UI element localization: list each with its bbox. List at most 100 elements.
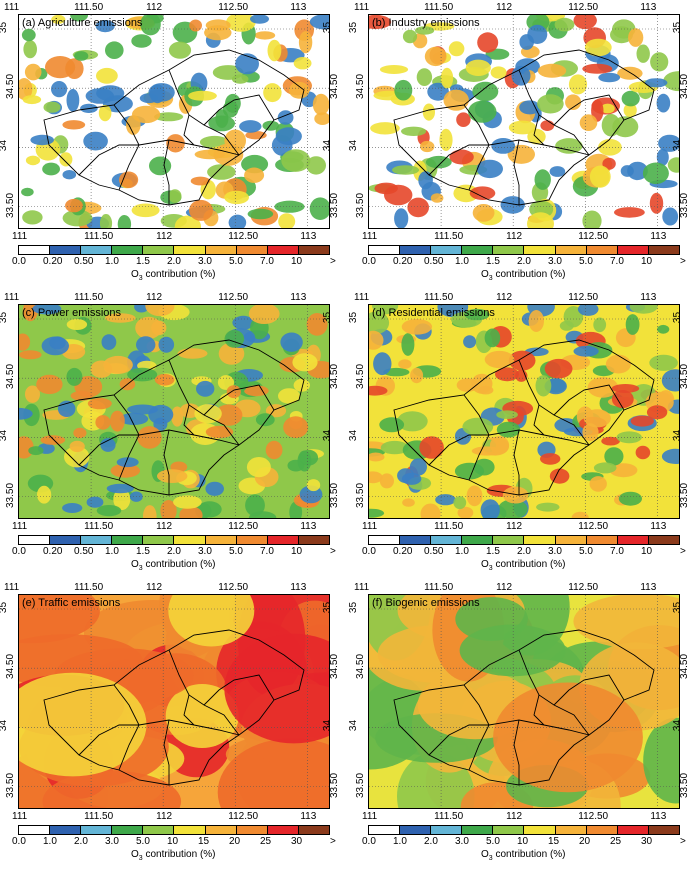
- contour-blob: [410, 367, 424, 384]
- contour-blob: [45, 56, 76, 79]
- contour-blob: [293, 57, 312, 70]
- contour-blob: [74, 51, 89, 61]
- county-boundaries: [43, 629, 305, 786]
- panel-title: (b) Industry emissions: [372, 17, 480, 29]
- x-tick-top: 113: [640, 582, 657, 593]
- colorbar-segment: [267, 536, 299, 544]
- colorbar-segment: [81, 536, 113, 544]
- contour-blob: [544, 358, 573, 379]
- contour-blob: [627, 161, 648, 181]
- contour-blob: [435, 494, 456, 506]
- contour-blob: [51, 15, 66, 24]
- contour-blob: [663, 71, 679, 92]
- contour-blob: [457, 506, 474, 518]
- colorbar-label: 7.0: [260, 256, 274, 267]
- contour-blob: [23, 40, 37, 59]
- contour-blob: [527, 128, 546, 145]
- contour-blob: [149, 156, 172, 176]
- contour-blob: [28, 446, 44, 456]
- x-tick-top: 112.50: [218, 292, 249, 303]
- contour-blob: [98, 104, 112, 122]
- contour-blob: [248, 511, 277, 518]
- x-tick-bottom: 111: [362, 811, 378, 822]
- colorbar-label: 3.0: [455, 836, 469, 847]
- contour-blob: [19, 595, 100, 644]
- contour-blob: [466, 485, 483, 507]
- colorbar-segment: [493, 246, 525, 254]
- x-tick-top: 111.50: [424, 582, 454, 593]
- contour-blob: [32, 305, 62, 315]
- contour-map: [19, 15, 329, 228]
- colorbar-segment: [205, 246, 237, 254]
- contour-blob: [374, 182, 398, 195]
- x-tick-top: 112: [146, 292, 163, 303]
- y-tick-right: 34.50: [329, 364, 341, 390]
- colorbar-title: O3 contribution (%): [481, 849, 566, 862]
- colorbar-segment: [112, 826, 144, 834]
- colorbar-label: 1.5: [486, 256, 500, 267]
- contour-blob: [646, 405, 668, 420]
- contour-blob: [402, 29, 418, 44]
- map-area: (a) Agriculture emissions: [18, 14, 330, 229]
- colorbar-segment: [400, 536, 432, 544]
- contour-blob: [601, 436, 620, 446]
- contour-blob: [263, 83, 282, 103]
- colorbar-label: >: [330, 546, 336, 557]
- contour-blob: [298, 31, 313, 54]
- colorbar-label: 10: [291, 256, 303, 267]
- colorbar-label: 7.0: [610, 546, 624, 557]
- contour-blob: [536, 502, 560, 512]
- contour-blob: [25, 155, 41, 166]
- map-panel: 111 111.50 112 112.50 113 (b) Industry emissi…: [348, 2, 689, 292]
- colorbar-title-sub: 3: [488, 275, 493, 282]
- map-panel: 111 111.50 112 112.50 113 (a) Agriculture emi…: [0, 2, 340, 292]
- contour-blob: [173, 495, 202, 509]
- colorbar-label: 15: [198, 836, 210, 847]
- contour-blob: [189, 199, 213, 221]
- x-tick-top: 112.50: [218, 582, 249, 593]
- contour-blob: [559, 320, 574, 331]
- contour-blob: [131, 34, 152, 48]
- contour-blob: [66, 88, 80, 112]
- contour-blob: [19, 672, 147, 777]
- contour-blob: [59, 152, 73, 167]
- x-tick-bottom: 111: [12, 521, 28, 532]
- contour-blob: [392, 165, 420, 175]
- contour-blob: [484, 328, 501, 348]
- contour-blob: [490, 66, 507, 79]
- contour-blob: [231, 74, 249, 84]
- colorbar-label: 25: [610, 836, 622, 847]
- contour-blob: [465, 59, 491, 76]
- contour-blob: [416, 68, 433, 86]
- colorbar-segment: [431, 246, 463, 254]
- contour-blob: [571, 511, 589, 518]
- colorbar-label: 20: [229, 836, 241, 847]
- contour-blob: [496, 410, 518, 419]
- colorbar-segment: [586, 536, 618, 544]
- contour-blob: [145, 305, 175, 317]
- contour-blob: [137, 426, 162, 449]
- x-tick-bottom: 112.50: [578, 811, 609, 822]
- colorbar-label: 0.0: [362, 256, 376, 267]
- map-panel: 111 111.50 112 112.50 113 (f) Biogenic emissi…: [348, 582, 689, 872]
- contour-blob: [96, 67, 118, 84]
- contour-blob: [73, 427, 87, 439]
- contour-blob: [241, 154, 269, 174]
- colorbar-segment: [298, 246, 329, 254]
- contour-blob: [101, 334, 117, 350]
- contour-blob: [502, 486, 529, 504]
- y-tick-left: 35: [348, 601, 360, 614]
- contour-blob: [205, 481, 224, 496]
- colorbar-label: 3.0: [548, 546, 562, 557]
- contour-blob: [418, 171, 433, 190]
- x-tick-bottom: 113: [300, 521, 317, 532]
- contour-blob: [589, 476, 607, 492]
- contour-blob: [394, 79, 413, 101]
- colorbar-label: 0.50: [74, 256, 94, 267]
- contour-blob: [113, 488, 131, 511]
- x-tick-bottom: 111: [12, 231, 28, 242]
- x-tick-top: 111: [4, 292, 20, 303]
- contour-blob: [217, 375, 235, 390]
- y-tick-right: 35: [322, 311, 334, 324]
- y-tick-right: 34.50: [679, 364, 689, 390]
